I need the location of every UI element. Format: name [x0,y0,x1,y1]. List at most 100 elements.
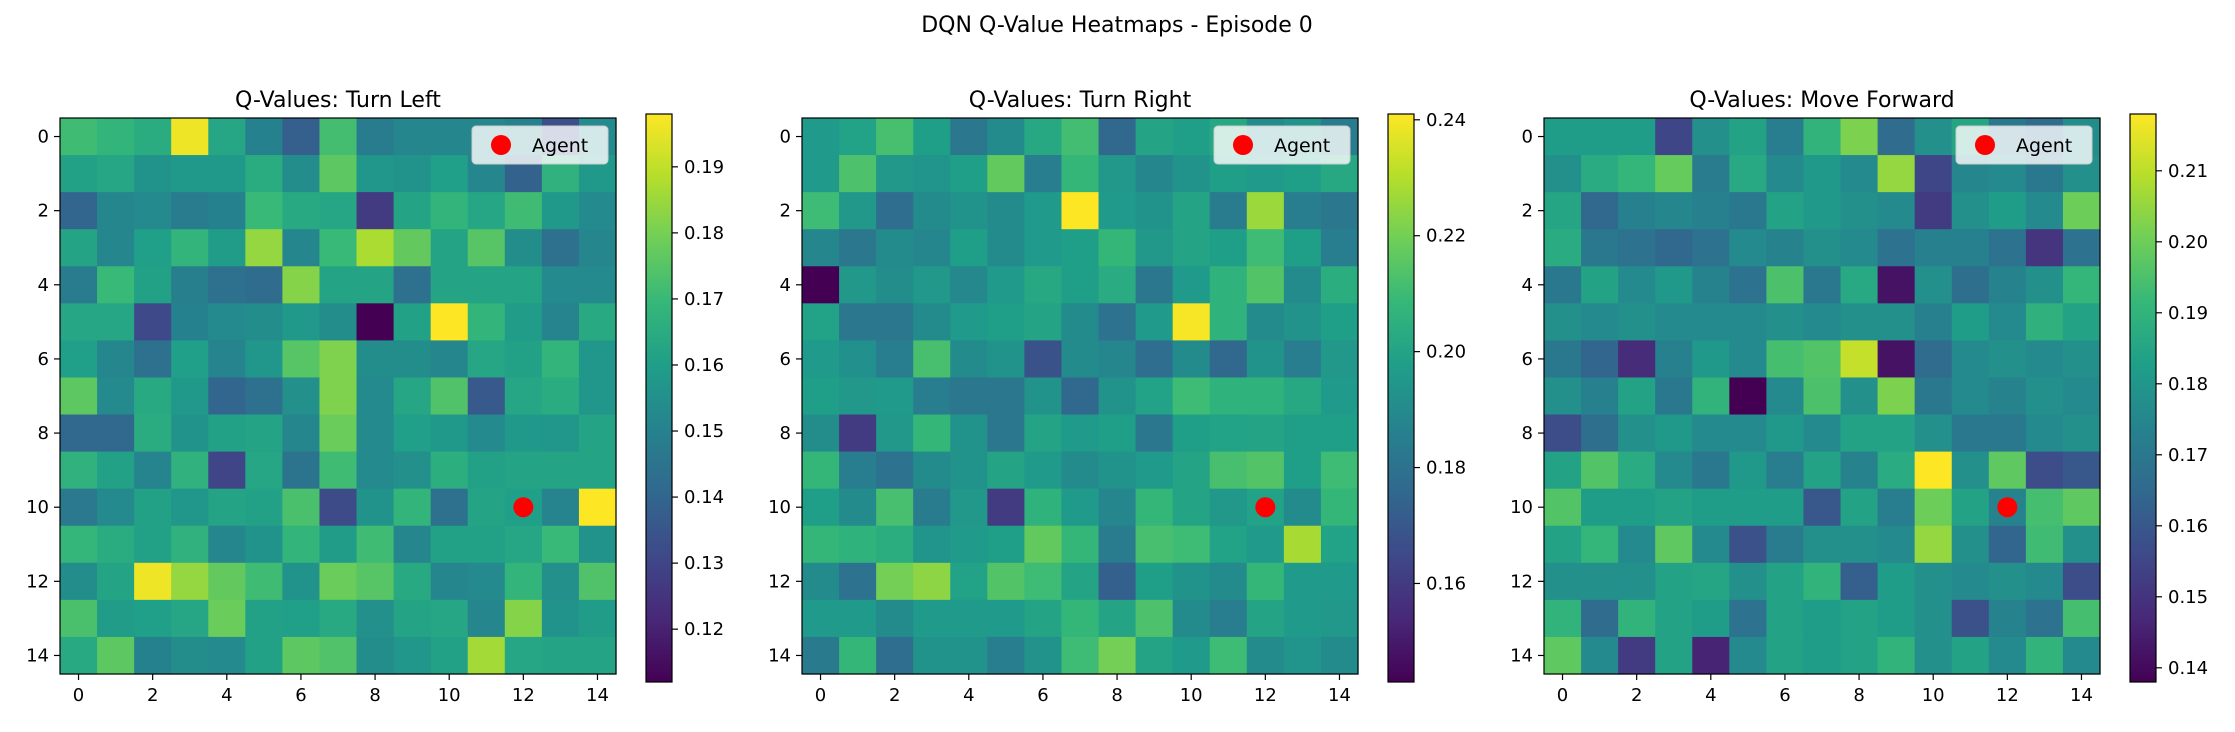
heatmap-cell [1840,562,1879,601]
heatmap-cell [1172,266,1211,304]
heatmap-cell [2025,636,2064,675]
heatmap-cell [802,414,840,453]
heatmap-cell [913,377,951,416]
heatmap-cell [2025,562,2064,601]
heatmap-cell [987,303,1025,341]
heatmap-cell [950,192,988,230]
heatmap-cell [1283,525,1322,564]
heatmap-cell [839,266,877,304]
heatmap-cell [1766,303,1805,341]
heatmap-cell [541,451,580,490]
y-tick-label: 4 [780,275,791,296]
heatmap-cell [208,118,246,156]
heatmap-cell [97,377,135,416]
heatmap-cell [578,636,617,675]
heatmap-cell [1209,340,1248,379]
heatmap-cell [950,488,988,527]
heatmap-cell [578,377,617,416]
heatmap-cell [2062,451,2101,490]
heatmap-cell [1098,155,1137,193]
heatmap-cell [171,488,209,527]
heatmap-cell [1914,562,1953,601]
heatmap-cell [1655,340,1693,379]
heatmap-cell [876,414,914,453]
heatmap-cell [319,414,358,453]
heatmap-cell [208,525,246,564]
x-tick-label: 14 [2070,685,2093,706]
heatmap-cell [987,118,1025,156]
heatmap-cell [393,340,432,379]
heatmap-cell [987,266,1025,304]
heatmap-cell [578,599,617,638]
heatmap-cell [208,229,246,267]
heatmap-cell [1692,414,1730,453]
heatmap-cells [802,118,1359,675]
heatmap-cell [1581,599,1619,638]
heatmap-cell [1729,192,1767,230]
heatmap-cell [245,229,283,267]
heatmap-cell [1581,488,1619,527]
heatmap-cell [802,266,840,304]
heatmap-cell [282,303,321,341]
heatmap-cell [1544,488,1582,527]
heatmap-cell [1877,599,1916,638]
x-tick-label: 12 [1996,685,2019,706]
heatmap-cell [504,303,543,341]
heatmap-cell [171,118,209,156]
colorbar-tick-label: 0.18 [684,223,724,244]
heatmap-cell [2062,525,2101,564]
heatmap-cell [1135,451,1174,490]
heatmap-cell [1914,266,1953,304]
heatmap-cell [1581,229,1619,267]
heatmap-cell [839,414,877,453]
heatmap-cell [1024,303,1063,341]
heatmap-cell [319,377,358,416]
heatmap-cell [171,192,209,230]
heatmap-cell [319,266,358,304]
heatmap-panel-3: Q-Values: Move Forward 0 2 4 6 8 10 12 14 0 2 4 6 8 10… [1510,88,2208,706]
heatmap-cell [1951,414,1990,453]
x-tick-label: 8 [369,685,380,706]
heatmap-cell [97,192,135,230]
heatmap-cell [1581,340,1619,379]
heatmap-cell [1544,525,1582,564]
heatmap-cell [1246,303,1285,341]
heatmap-cell [1692,451,1730,490]
heatmap-cell [1692,118,1730,156]
heatmap-cell [1914,599,1953,638]
heatmap-cell [319,155,358,193]
heatmap-cell [1877,266,1916,304]
heatmap-cell [430,340,469,379]
heatmap-cell [430,229,469,267]
colorbar-tick-label: 0.16 [1426,573,1466,594]
heatmap-cell [1544,155,1582,193]
heatmap-cell [356,377,395,416]
y-tick-label: 6 [1522,349,1533,370]
heatmap-cell [245,562,283,601]
x-tick-label: 14 [586,685,609,706]
heatmap-cell [913,451,951,490]
heatmap-panel-1: Q-Values: Turn Left 0 2 4 6 8 10 12 14 0 2 4 6 8 10 12 1… [26,88,724,706]
heatmap-cell [393,414,432,453]
heatmap-cell [1098,340,1137,379]
heatmap-cell [467,229,506,267]
heatmap-cell [1246,636,1285,675]
heatmap-cell [1988,636,2027,675]
heatmap-cell [208,266,246,304]
heatmap-cell [1172,229,1211,267]
heatmap-cell [1172,377,1211,416]
heatmap-cell [839,377,877,416]
heatmap-cell [171,266,209,304]
heatmap-cell [802,340,840,379]
heatmap-cell [134,562,172,601]
heatmap-cell [1988,266,2027,304]
heatmap-cell [1618,340,1656,379]
legend-box [471,125,609,165]
heatmap-cell [1098,599,1137,638]
y-tick-label: 6 [38,349,49,370]
heatmap-cell [987,377,1025,416]
panel-title: Q-Values: Move Forward [1689,88,1954,113]
heatmap-cell [1320,562,1359,601]
heatmap-cell [134,266,172,304]
heatmap-cell [1172,414,1211,453]
